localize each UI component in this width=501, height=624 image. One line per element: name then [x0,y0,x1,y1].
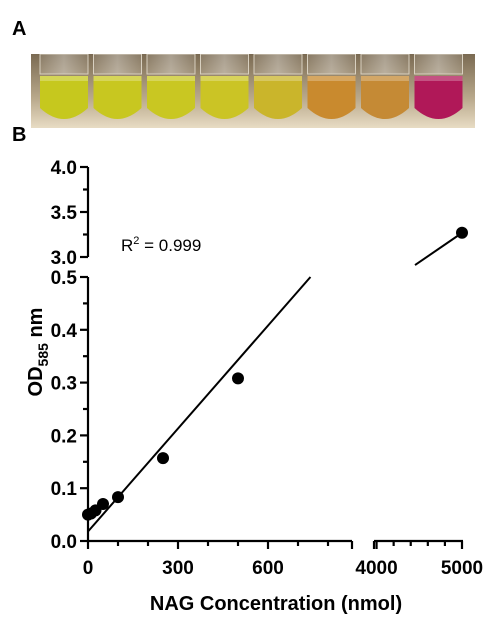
y-tick-label: 0.1 [51,479,78,500]
tube-glass [360,54,410,75]
r-squared-base: R [121,236,133,255]
y-axis-label-sub: 585 [35,343,51,367]
tube-7 [360,54,410,119]
data-point-6 [157,452,169,465]
data-point-5 [112,491,124,504]
y-tick-label: 3.0 [51,248,77,269]
tube-meniscus [361,76,409,81]
x-tick-label: 5000 [441,558,483,579]
fit-line-upper [414,232,463,266]
y-tick-label: 3.5 [51,203,78,224]
tube-meniscus [254,76,302,81]
tube-2 [93,54,142,119]
tube-4 [200,54,249,119]
tube-meniscus [414,76,463,81]
panel-b-label: B [12,124,27,146]
y-tick-label: 0.2 [51,426,77,447]
tube-liquid [254,76,302,119]
x-tick-label: 4000 [355,558,397,579]
data-point-4 [97,498,109,511]
tube-liquid [40,76,88,119]
tube-3 [146,54,196,119]
x-tick-label: 600 [252,558,284,579]
data-point-8 [456,226,468,239]
panel-a-label: A [12,18,27,40]
tube-glass [307,54,356,75]
r-squared-annotation: R2 = 0.999 [121,235,201,255]
tube-1 [39,54,89,119]
r-squared-rest: = 0.999 [139,236,201,255]
y-axis-label: OD585 nm [25,308,51,397]
tube-6 [307,54,356,119]
tube-glass [93,54,142,75]
y-tick-label: 4.0 [51,158,77,179]
tube-glass [414,54,463,75]
data-point-7 [232,372,244,385]
tube-glass [253,54,303,75]
tube-liquid [147,76,195,119]
y-axis-label-suffix: nm [25,308,47,344]
tube-liquid [200,76,249,119]
tube-meniscus [40,76,88,81]
tube-glass [200,54,249,75]
tube-liquid [93,76,142,119]
x-tick-label: 0 [83,558,94,579]
x-tick-label: 300 [162,558,194,579]
tube-glass [146,54,196,75]
y-tick-label: 0.0 [51,532,77,553]
y-tick-label: 0.4 [51,321,78,342]
x-axis-label: NAG Concentration (nmol) [150,593,402,615]
fit-line-lower [87,276,312,533]
tube-5 [253,54,303,119]
tube-meniscus [200,76,249,81]
r-squared-sup: 2 [133,235,139,247]
tube-liquid [414,76,463,119]
tube-meniscus [147,76,195,81]
tube-meniscus [93,76,142,81]
y-axis-label-main: OD [25,366,47,396]
tube-meniscus [307,76,356,81]
tube-8 [414,54,463,119]
tube-liquid [307,76,356,119]
tube-liquid [361,76,409,119]
tube-glass [39,54,89,75]
sample-tubes-photo [31,54,475,128]
y-tick-label: 0.5 [51,268,78,289]
y-tick-label: 0.3 [51,374,77,395]
